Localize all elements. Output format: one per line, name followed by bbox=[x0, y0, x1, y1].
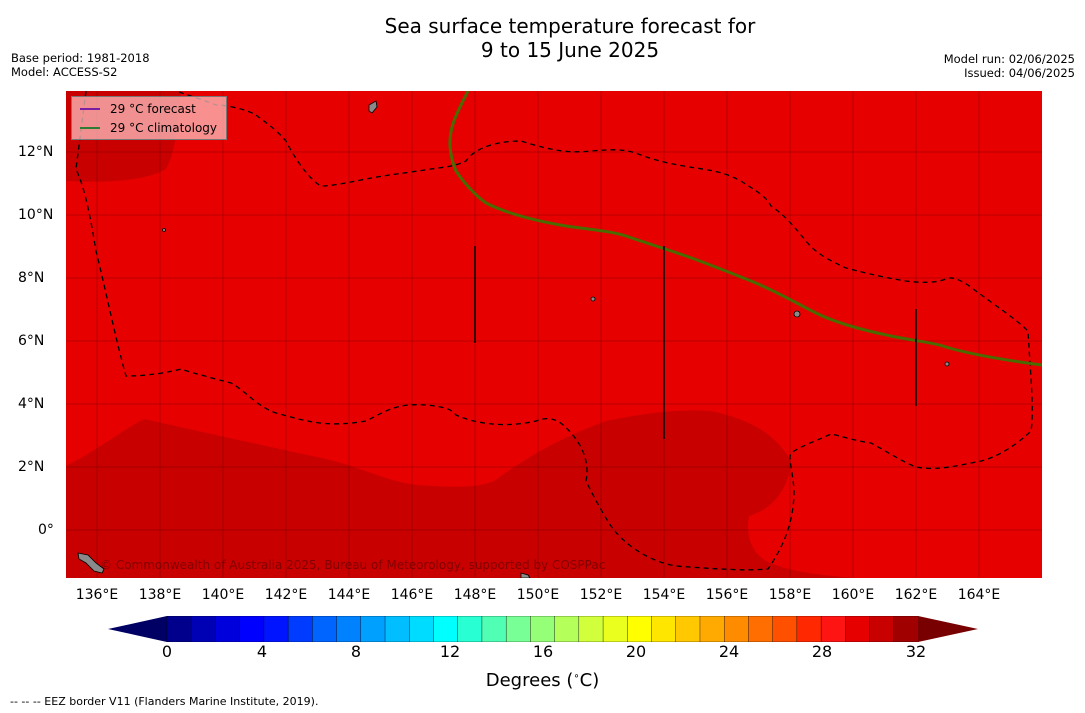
colorbar-tick: 32 bbox=[905, 642, 927, 661]
colorbar-bin bbox=[772, 615, 798, 643]
sst-map-svg bbox=[66, 91, 1042, 578]
lon-label: 140°E bbox=[201, 587, 245, 603]
colorbar-bin bbox=[893, 615, 919, 643]
colorbar-bin bbox=[312, 615, 338, 643]
forecast-line-swatch bbox=[80, 108, 100, 110]
climatology-line-swatch bbox=[80, 127, 100, 129]
colorbar-bin bbox=[820, 615, 847, 643]
colorbar-bin bbox=[191, 615, 217, 643]
colorbar-bin bbox=[263, 615, 289, 643]
model-run: Model run: 02/06/2025 bbox=[943, 52, 1075, 66]
lat-label-2n: 2°N bbox=[18, 459, 45, 475]
lon-label: 136°E bbox=[75, 587, 119, 603]
colorbar-bin bbox=[796, 615, 822, 643]
colorbar-tick: 8 bbox=[350, 642, 362, 661]
colorbar-bin bbox=[723, 615, 750, 643]
map-legend: 29 °C forecast 29 °C climatology bbox=[71, 96, 227, 140]
lon-label: 150°E bbox=[516, 587, 560, 603]
title-line-2: 9 to 15 June 2025 bbox=[480, 38, 660, 62]
base-period: Base period: 1981-2018 bbox=[11, 51, 150, 65]
lon-label: 158°E bbox=[768, 587, 812, 603]
colorbar-tick: 4 bbox=[256, 642, 268, 661]
colorbar-bin bbox=[651, 615, 677, 643]
eez-borders bbox=[75, 91, 1033, 571]
colorbar-bin bbox=[287, 615, 314, 643]
colorbar-bin bbox=[748, 615, 774, 643]
lon-label: 142°E bbox=[264, 587, 308, 603]
model-name: Model: ACCESS-S2 bbox=[11, 65, 118, 79]
lon-label: 164°E bbox=[957, 587, 1001, 603]
lon-label: 152°E bbox=[579, 587, 623, 603]
colorbar-bin bbox=[433, 615, 459, 643]
warm-region-south bbox=[66, 410, 856, 578]
title-line-1: Sea surface temperature forecast for bbox=[384, 14, 756, 38]
islands bbox=[77, 100, 950, 578]
colorbar-bin bbox=[627, 615, 653, 643]
colorbar-bin bbox=[578, 615, 604, 643]
colorbar-bin bbox=[457, 615, 483, 643]
colorbar-tick: 20 bbox=[625, 642, 647, 661]
lat-label-6n: 6°N bbox=[18, 333, 45, 349]
colorbar-svg bbox=[108, 615, 978, 643]
issued-date: Issued: 04/06/2025 bbox=[964, 66, 1075, 80]
colorbar-tick: 28 bbox=[811, 642, 833, 661]
legend-climatology: 29 °C climatology bbox=[80, 121, 217, 135]
colorbar-bin bbox=[602, 615, 628, 643]
lat-label-0: 0° bbox=[38, 522, 54, 538]
colorbar-bin bbox=[360, 615, 386, 643]
lon-label: 156°E bbox=[705, 587, 749, 603]
colorbar-bin bbox=[215, 615, 241, 643]
lat-label-4n: 4°N bbox=[18, 396, 45, 412]
lon-label: 162°E bbox=[894, 587, 938, 603]
legend-forecast-label: 29 °C forecast bbox=[110, 102, 196, 116]
colorbar-bin bbox=[505, 615, 532, 643]
colorbar-bin bbox=[554, 615, 580, 643]
colorbar-extend-high bbox=[918, 616, 978, 642]
colorbar-title: Degrees (∘C) bbox=[485, 670, 600, 691]
sst-map bbox=[66, 91, 1042, 578]
colorbar-bin bbox=[239, 615, 265, 643]
colorbar-tick: 0 bbox=[161, 642, 173, 661]
colorbar-bin bbox=[675, 615, 701, 643]
colorbar-bin bbox=[845, 615, 871, 643]
colorbar bbox=[108, 615, 978, 646]
lon-label: 138°E bbox=[138, 587, 182, 603]
colorbar-bin bbox=[384, 615, 410, 643]
wind-markers bbox=[474, 246, 917, 439]
colorbar-tick: 24 bbox=[718, 642, 740, 661]
lon-label: 160°E bbox=[831, 587, 875, 603]
colorbar-extend-low bbox=[108, 616, 167, 642]
footer-note: -- -- -- EEZ border V11 (Flanders Marine… bbox=[10, 695, 319, 708]
lon-label: 144°E bbox=[327, 587, 371, 603]
lat-label-10n: 10°N bbox=[18, 207, 54, 223]
colorbar-bin bbox=[699, 615, 725, 643]
colorbar-bin bbox=[481, 615, 507, 643]
colorbar-bin bbox=[409, 615, 435, 643]
colorbar-tick: 12 bbox=[439, 642, 461, 661]
meta-left: Base period: 1981-2018 Model: ACCESS-S2 bbox=[11, 51, 150, 79]
colorbar-bin bbox=[166, 615, 192, 643]
lon-label: 146°E bbox=[390, 587, 434, 603]
colorbar-bin bbox=[530, 615, 556, 643]
chart-title: Sea surface temperature forecast for 9 t… bbox=[0, 14, 1085, 62]
legend-climatology-label: 29 °C climatology bbox=[110, 121, 218, 135]
colorbar-tick: 16 bbox=[532, 642, 554, 661]
colorbar-bin bbox=[869, 615, 895, 643]
lat-label-12n: 12°N bbox=[18, 144, 54, 160]
meta-right: Model run: 02/06/2025 Issued: 04/06/2025 bbox=[944, 52, 1075, 80]
colorbar-bin bbox=[336, 615, 362, 643]
lat-label-8n: 8°N bbox=[18, 270, 45, 286]
lon-label: 154°E bbox=[642, 587, 686, 603]
legend-forecast: 29 °C forecast bbox=[80, 102, 196, 116]
lon-label: 148°E bbox=[453, 587, 497, 603]
climatology-contour bbox=[448, 91, 1042, 367]
copyright-text: © Commonwealth of Australia 2025, Bureau… bbox=[100, 558, 606, 572]
